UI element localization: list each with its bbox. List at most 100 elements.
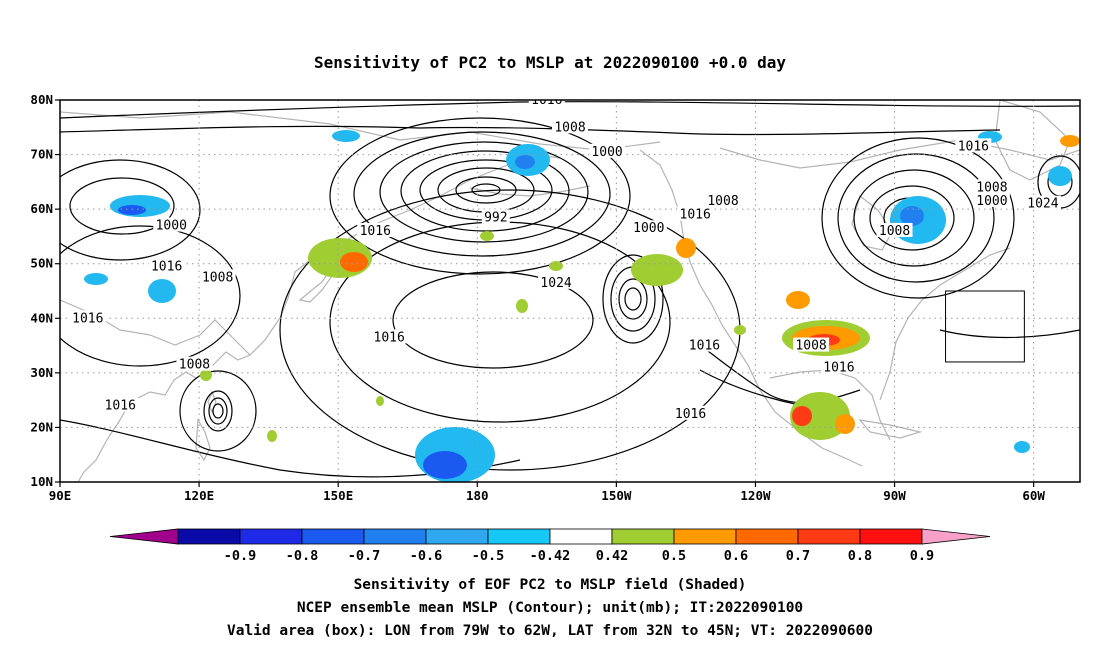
contour-label-bg xyxy=(199,269,236,284)
typhoon-contour xyxy=(212,403,224,419)
lon-tick-label: 120E xyxy=(184,488,214,503)
low-contour xyxy=(353,131,611,257)
negative-sensitivity-patch xyxy=(1014,441,1030,453)
contour-line xyxy=(60,125,1001,136)
contour-label-bg xyxy=(357,222,394,237)
caption-line-2: NCEP ensemble mean MSLP (Contour); unit(… xyxy=(297,600,803,616)
lon-tick-label: 180 xyxy=(466,488,489,503)
typhoon-contour xyxy=(203,390,233,432)
contour-label: 1008 xyxy=(179,358,210,373)
contour-label: 1016 xyxy=(72,311,103,326)
negative-sensitivity-patch xyxy=(118,205,146,215)
colorbar-label: -0.7 xyxy=(348,548,381,564)
colorbar-label: 0.42 xyxy=(596,548,629,564)
contour-label: 992 xyxy=(484,210,507,225)
cutoff-low-contour xyxy=(602,254,664,344)
contour-label: 1016 xyxy=(675,407,706,422)
map-background xyxy=(60,100,1080,482)
contour-label-bg xyxy=(973,179,1010,194)
contour-label: 1016 xyxy=(105,399,136,414)
contour-label-bg xyxy=(677,206,714,221)
negative-sensitivity-patch xyxy=(84,273,108,285)
low-contour xyxy=(69,177,175,235)
contour-label-bg xyxy=(371,329,408,344)
typhoon-contour xyxy=(179,370,257,452)
colorbar-swatch xyxy=(177,528,241,545)
contour-label: 1016 xyxy=(151,259,182,274)
lat-tick-label: 10N xyxy=(30,474,53,489)
positive-sensitivity-patch xyxy=(792,406,812,426)
coastline-greenland xyxy=(994,100,1071,181)
high-contour xyxy=(392,271,594,369)
colorbar-label: 0.9 xyxy=(910,548,934,564)
colorbar-label: -0.8 xyxy=(286,548,319,564)
positive-sensitivity-patch xyxy=(1060,135,1080,147)
contour-label-bg xyxy=(705,192,741,207)
contour-label: 1016 xyxy=(823,360,854,375)
contour-label: 1016 xyxy=(360,224,391,239)
lat-tick-label: 20N xyxy=(30,419,53,434)
colorbar-swatch xyxy=(797,528,861,545)
contour-label: 1024 xyxy=(540,276,571,291)
contour-label: 1000 xyxy=(591,145,622,160)
caption-line-1: Sensitivity of EOF PC2 to MSLP field (Sh… xyxy=(354,577,747,593)
colorbar-label: 0.7 xyxy=(786,548,810,564)
coastline-aleutians xyxy=(469,185,591,197)
lon-tick-label: 150W xyxy=(601,488,632,503)
contour-label: 1008 xyxy=(879,224,910,239)
lat-tick-label: 60N xyxy=(30,201,53,216)
positive-sensitivity-patch xyxy=(676,238,696,258)
colorbar-min-triangle xyxy=(109,528,179,545)
colorbar-label: -0.9 xyxy=(224,548,257,564)
axis-labels: 90E 120E 150E 180 150W 120W 90W 60W 10N 20N 30N 40N… xyxy=(30,92,1045,503)
contour-label-bg xyxy=(955,138,992,153)
lat-tick-label: 40N xyxy=(30,310,53,325)
colorbar-swatch xyxy=(239,528,303,545)
coastline-asia xyxy=(60,299,252,482)
coastline-gulf xyxy=(769,369,891,441)
contour-label-bg xyxy=(148,258,185,273)
contour-label-bg xyxy=(481,209,510,224)
colorbar: -0.9 -0.8 -0.7 -0.6 -0.5 -0.42 0.42 0.5 0.6 0.7 0.… xyxy=(109,528,991,564)
positive-sensitivity-patch xyxy=(480,231,494,241)
contour-label-bg xyxy=(589,143,626,158)
lat-tick-label: 80N xyxy=(30,92,53,107)
low-contour xyxy=(869,185,955,251)
colorbar-swatch xyxy=(425,528,489,545)
contour-label-bg xyxy=(1024,195,1061,210)
contour-label: 1000 xyxy=(156,219,187,234)
lat-tick-label: 70N xyxy=(30,147,53,162)
contour-label: 1016 xyxy=(374,330,405,345)
contour-line xyxy=(60,101,1080,119)
positive-sensitivity-patch xyxy=(734,325,746,335)
lon-tick-label: 90E xyxy=(49,488,72,503)
contour-label: 1024 xyxy=(1027,197,1058,212)
low-contour xyxy=(329,117,631,275)
typhoon-contour xyxy=(208,397,228,425)
lon-tick-label: 120W xyxy=(740,488,771,503)
contour-label: 1016 xyxy=(958,139,989,154)
contour-line xyxy=(939,329,1080,339)
colorbar-label: -0.42 xyxy=(530,548,571,564)
lat-tick-label: 50N xyxy=(30,256,53,271)
contour-label-bg xyxy=(793,337,830,352)
positive-sensitivity-patch xyxy=(200,369,212,381)
colorbar-swatch xyxy=(363,528,427,545)
contour-label: 1016 xyxy=(531,93,562,108)
lat-tick-label: 30N xyxy=(30,365,53,380)
contour-label-bg xyxy=(630,220,667,235)
sensitivity-shading xyxy=(84,130,1080,482)
contour-label: 1000 xyxy=(976,194,1007,209)
low-contour xyxy=(60,159,201,261)
contour-label: 1008 xyxy=(976,180,1007,195)
low-contour xyxy=(400,150,570,232)
contour-label-bg xyxy=(102,397,139,412)
coastline-hudson-bay xyxy=(851,194,893,251)
colorbar-swatch xyxy=(673,528,737,545)
colorbar-label: 0.8 xyxy=(848,548,872,564)
low-contour xyxy=(821,137,1015,299)
low-contour xyxy=(60,225,241,367)
colorbar-swatch xyxy=(549,528,613,545)
contour-label: 1008 xyxy=(554,120,585,135)
